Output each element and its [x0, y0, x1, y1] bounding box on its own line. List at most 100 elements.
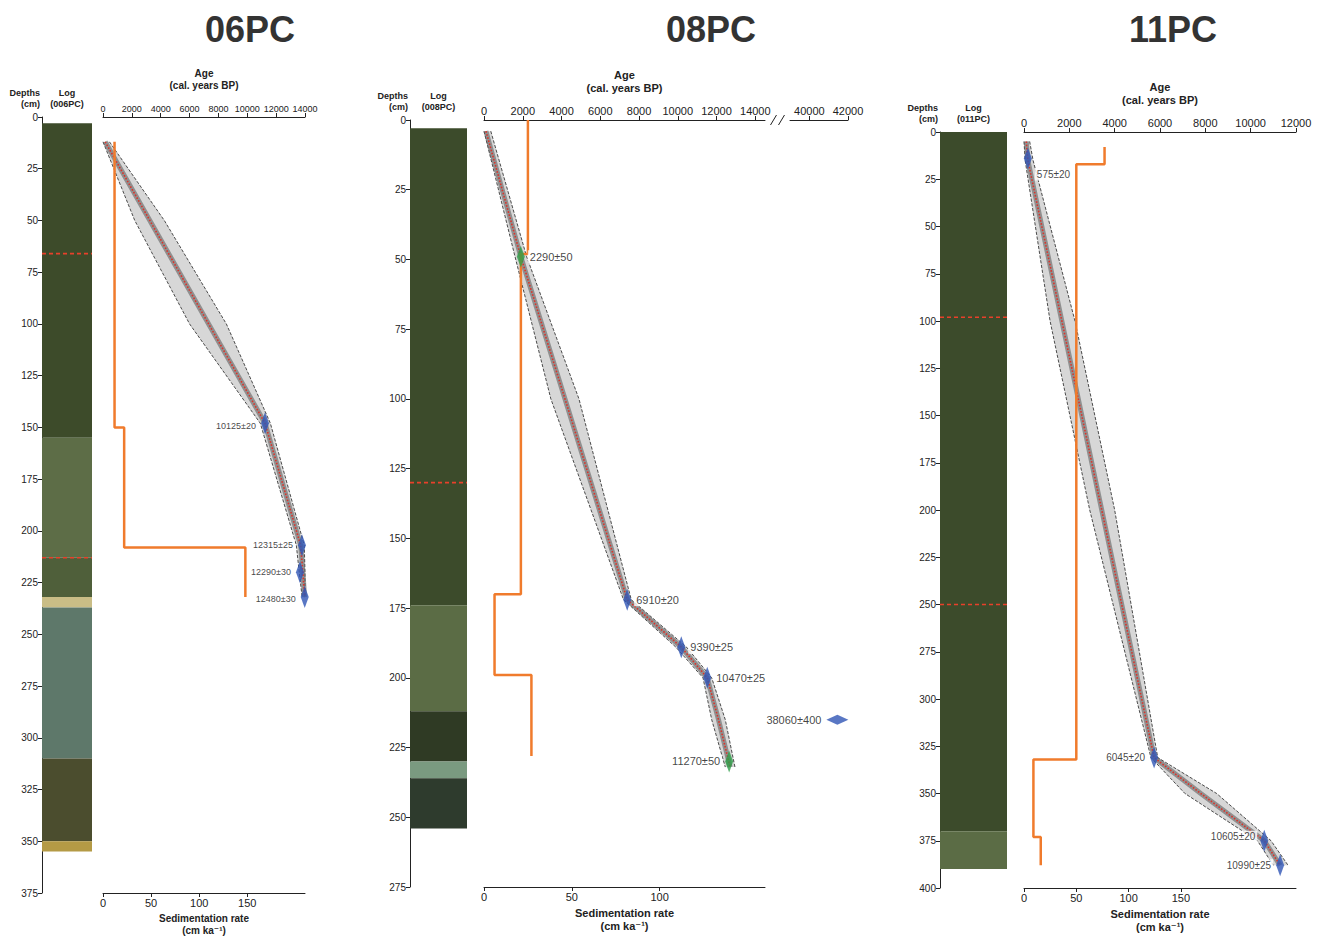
svg-text:0: 0 [32, 112, 38, 123]
svg-text:350: 350 [919, 788, 936, 799]
svg-text:11PC: 11PC [1129, 9, 1217, 50]
svg-text:300: 300 [21, 732, 38, 743]
svg-text:(011PC): (011PC) [957, 114, 990, 124]
svg-text:Log: Log [59, 88, 76, 98]
svg-text:(cm ka⁻¹): (cm ka⁻¹) [1136, 921, 1184, 933]
svg-text:25: 25 [395, 184, 407, 195]
svg-text:11270±50: 11270±50 [672, 755, 720, 767]
svg-text:Sedimentation rate: Sedimentation rate [1110, 908, 1209, 920]
svg-text:200: 200 [919, 505, 936, 516]
svg-text:Sedimentation rate: Sedimentation rate [159, 913, 249, 924]
svg-text:12290±30: 12290±30 [251, 567, 291, 577]
svg-text:(008PC): (008PC) [422, 102, 456, 112]
svg-text:12480±30: 12480±30 [256, 594, 296, 604]
svg-text:225: 225 [21, 577, 38, 588]
svg-text:6000: 6000 [1148, 117, 1172, 129]
svg-text:12000: 12000 [1281, 117, 1312, 129]
svg-text:10605±20: 10605±20 [1211, 831, 1256, 842]
svg-text:Log: Log [965, 103, 982, 113]
svg-text:10125±20: 10125±20 [216, 421, 256, 431]
svg-text:10990±25: 10990±25 [1227, 860, 1272, 871]
svg-text:25: 25 [925, 174, 937, 185]
svg-text:175: 175 [919, 457, 936, 468]
svg-text:0: 0 [930, 127, 936, 138]
svg-text:(cm ka⁻¹): (cm ka⁻¹) [601, 920, 649, 932]
svg-text:6045±20: 6045±20 [1106, 752, 1145, 763]
svg-text:40000: 40000 [794, 105, 825, 117]
svg-text:8000: 8000 [208, 104, 228, 114]
svg-text:0: 0 [400, 115, 406, 126]
svg-text:275: 275 [21, 681, 38, 692]
svg-text:38060±400: 38060±400 [766, 714, 821, 726]
svg-text:100: 100 [21, 318, 38, 329]
svg-text:75: 75 [925, 268, 937, 279]
svg-text:150: 150 [238, 897, 256, 909]
svg-text:375: 375 [21, 888, 38, 899]
svg-text:575±20: 575±20 [1037, 169, 1071, 180]
svg-text:175: 175 [21, 474, 38, 485]
svg-text:325: 325 [919, 741, 936, 752]
svg-text:(cal. years BP): (cal. years BP) [587, 82, 663, 94]
svg-text:12000: 12000 [701, 105, 732, 117]
svg-text:75: 75 [395, 324, 407, 335]
svg-text:125: 125 [389, 463, 406, 474]
svg-text:0: 0 [481, 891, 487, 903]
svg-text:100: 100 [650, 891, 668, 903]
svg-text:275: 275 [919, 646, 936, 657]
svg-text:0: 0 [100, 897, 106, 909]
svg-text:(cal. years BP): (cal. years BP) [170, 80, 239, 91]
svg-text:Log: Log [430, 91, 447, 101]
svg-text:12000: 12000 [264, 104, 289, 114]
svg-text:200: 200 [389, 672, 406, 683]
svg-text:325: 325 [21, 784, 38, 795]
svg-text:4000: 4000 [549, 105, 573, 117]
svg-text:08PC: 08PC [666, 9, 756, 50]
svg-text:2000: 2000 [511, 105, 535, 117]
svg-text:50: 50 [145, 897, 157, 909]
svg-text:10470±25: 10470±25 [716, 672, 765, 684]
svg-text:42000: 42000 [833, 105, 864, 117]
svg-text:100: 100 [919, 316, 936, 327]
svg-text:(cal. years BP): (cal. years BP) [1122, 94, 1198, 106]
svg-text:10000: 10000 [662, 105, 693, 117]
svg-text:Depths: Depths [377, 91, 408, 101]
svg-text:225: 225 [389, 742, 406, 753]
svg-text:100: 100 [389, 393, 406, 404]
svg-text:0: 0 [481, 105, 487, 117]
svg-text:Age: Age [614, 69, 635, 81]
svg-text:175: 175 [389, 603, 406, 614]
svg-text:300: 300 [919, 694, 936, 705]
svg-text:4000: 4000 [151, 104, 171, 114]
svg-text:125: 125 [919, 363, 936, 374]
svg-text:150: 150 [389, 533, 406, 544]
svg-text:350: 350 [21, 836, 38, 847]
svg-text:(cm): (cm) [21, 99, 40, 109]
svg-text:(cm ka⁻¹): (cm ka⁻¹) [182, 925, 226, 936]
svg-text:0: 0 [100, 104, 105, 114]
svg-text:Age: Age [195, 68, 214, 79]
svg-text:Sedimentation rate: Sedimentation rate [575, 907, 674, 919]
svg-text:400: 400 [919, 883, 936, 894]
svg-text:14000: 14000 [740, 105, 771, 117]
svg-text:0: 0 [1021, 892, 1027, 904]
svg-text:50: 50 [395, 254, 407, 265]
svg-text:25: 25 [27, 163, 39, 174]
svg-text:150: 150 [21, 422, 38, 433]
svg-text:75: 75 [27, 267, 39, 278]
svg-text:06PC: 06PC [205, 9, 295, 50]
svg-text:50: 50 [27, 215, 39, 226]
svg-text:6910±20: 6910±20 [636, 594, 679, 606]
svg-text:50: 50 [566, 891, 578, 903]
svg-text:150: 150 [919, 410, 936, 421]
svg-text:8000: 8000 [627, 105, 651, 117]
svg-text:50: 50 [1070, 892, 1082, 904]
svg-text:6000: 6000 [588, 105, 612, 117]
svg-text:Depths: Depths [907, 103, 938, 113]
svg-text:50: 50 [925, 221, 937, 232]
svg-text:0: 0 [1021, 117, 1027, 129]
svg-text:375: 375 [919, 835, 936, 846]
svg-text:9390±25: 9390±25 [690, 641, 733, 653]
svg-text:200: 200 [21, 525, 38, 536]
svg-text:250: 250 [919, 599, 936, 610]
svg-text:2000: 2000 [1057, 117, 1081, 129]
